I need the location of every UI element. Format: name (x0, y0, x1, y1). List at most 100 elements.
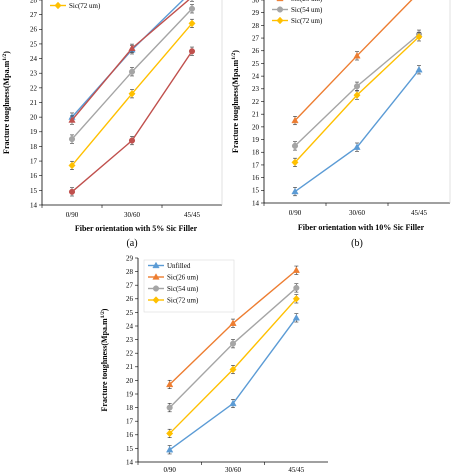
legend-label: Sic(54 um) (167, 285, 199, 293)
legend-marker (152, 285, 160, 292)
data-point (353, 143, 361, 150)
y-axis-title-superscript: 1/2 (100, 311, 106, 318)
legend-background (268, 0, 363, 39)
y-tick-label: 18 (252, 149, 260, 157)
y-axis-title-superscript: 1/2 (2, 53, 8, 60)
data-point (293, 284, 300, 291)
y-axis-title-main: Fracture toughness(Mpa.m (100, 318, 109, 412)
data-point (291, 187, 299, 195)
data-point (229, 399, 237, 407)
legend-background (46, 0, 141, 28)
y-tick-label: 21 (30, 99, 38, 107)
x-tick-label: 30/60 (124, 211, 140, 219)
legend-label: Sic(54 um) (291, 6, 323, 14)
legend-label: Sic(72 um) (291, 17, 323, 25)
y-tick-label: 23 (126, 336, 134, 344)
y-axis-title-main: Fracture toughness(Mpa.m (231, 59, 240, 153)
y-tick-label: 18 (126, 404, 134, 412)
data-point (68, 188, 76, 195)
data-point (291, 158, 299, 167)
x-tick-label: 0/90 (66, 211, 79, 219)
y-tick-label: 16 (126, 431, 134, 439)
y-tick-label: 28 (252, 22, 260, 30)
y-tick-label: 21 (252, 111, 260, 119)
series-2 (166, 265, 300, 389)
data-point (292, 314, 300, 321)
legend-label: Sic(72 um) (69, 2, 101, 10)
y-tick-label: 18 (30, 143, 38, 151)
data-point (166, 380, 174, 388)
data-point (229, 340, 237, 347)
data-point (166, 429, 174, 438)
x-tick-label: 45/45 (184, 211, 200, 219)
y-tick-label: 17 (30, 157, 38, 165)
data-point (353, 83, 361, 90)
series-5 (68, 0, 194, 125)
y-tick-label: 29 (126, 254, 134, 262)
y-tick-label: 26 (30, 26, 38, 34)
data-point (291, 142, 299, 149)
series-4 (291, 32, 423, 167)
y-tick-label: 17 (126, 418, 134, 426)
data-point (292, 295, 300, 303)
legend-marker (152, 261, 160, 269)
data-point (415, 33, 423, 41)
y-tick-label: 28 (30, 0, 38, 4)
y-tick-label: 14 (252, 199, 260, 207)
y-tick-label: 29 (252, 9, 260, 17)
y-tick-label: 22 (252, 98, 260, 106)
y-tick-label: 16 (30, 172, 38, 180)
legend-label: Sic(72 um) (167, 297, 199, 305)
data-point (128, 137, 136, 144)
data-point (353, 91, 361, 99)
legend-marker (152, 296, 160, 304)
series-3 (68, 4, 196, 144)
data-point (128, 44, 136, 51)
panel-label: (a) (126, 238, 137, 249)
x-axis-title: Fiber orientation with 5% Sic Filler (75, 224, 198, 233)
legend-label: Unfilled (167, 262, 191, 270)
x-tick-label: 30/60 (349, 209, 365, 217)
x-tick-label: 0/90 (289, 209, 302, 217)
y-axis-title-close: ) (100, 308, 109, 311)
legend: Sic(54 um)Sic(72 um) (46, 0, 141, 28)
y-tick-label: 27 (30, 11, 38, 19)
y-tick-label: 20 (30, 114, 38, 122)
legend-box (143, 259, 235, 313)
x-tick-label: 45/45 (411, 209, 427, 217)
y-tick-label: 24 (252, 73, 260, 81)
y-tick-label: 20 (252, 123, 260, 131)
legend-marker (152, 273, 160, 280)
y-tick-label: 17 (252, 161, 260, 169)
y-tick-label: 25 (30, 40, 38, 48)
y-tick-label: 28 (126, 268, 134, 276)
y-tick-label: 19 (252, 136, 260, 144)
data-point (68, 136, 76, 143)
y-tick-label: 19 (126, 390, 134, 398)
y-axis-title-close: ) (231, 50, 240, 53)
series-4 (166, 294, 300, 438)
data-point (292, 266, 300, 273)
data-point (68, 161, 76, 170)
legend: Unfilled Sic(26 um) Sic(54 um) Sic(72 um) (143, 259, 235, 313)
y-axis-title-main: Fracture toughness(Mpa.m (2, 60, 11, 154)
data-point (188, 5, 196, 12)
y-tick-label: 25 (252, 60, 260, 68)
data-point (128, 68, 136, 75)
x-tick-label: 45/45 (288, 466, 304, 474)
y-tick-label: 22 (126, 350, 134, 358)
legend-marker (276, 6, 284, 13)
data-point (415, 65, 423, 73)
y-axis-title: Fracture toughness(Mpa.m1/2) (2, 51, 11, 154)
chart-panel-2: 14 15 16 17 18 19 20 21 22 23 24 25 26 27 28 29 30 0/90 30… (231, 0, 451, 249)
panel-label: (b) (351, 238, 363, 249)
y-tick-label: 15 (252, 187, 260, 195)
y-tick-label: 27 (126, 282, 134, 290)
y-tick-label: 27 (252, 34, 260, 42)
chart-panel-1: 14 15 16 17 18 19 20 21 22 23 24 25 26 27 28 0/90 30/60 4… (2, 0, 223, 249)
y-axis-title: Fracture toughness(Mpa.m1/2) (231, 50, 240, 153)
chart-panel-3: 14 15 16 17 18 19 20 21 22 23 24 25 26 27 28 29 0/90 30/6… (100, 254, 328, 474)
y-tick-label: 23 (252, 85, 260, 93)
data-point (166, 404, 173, 411)
